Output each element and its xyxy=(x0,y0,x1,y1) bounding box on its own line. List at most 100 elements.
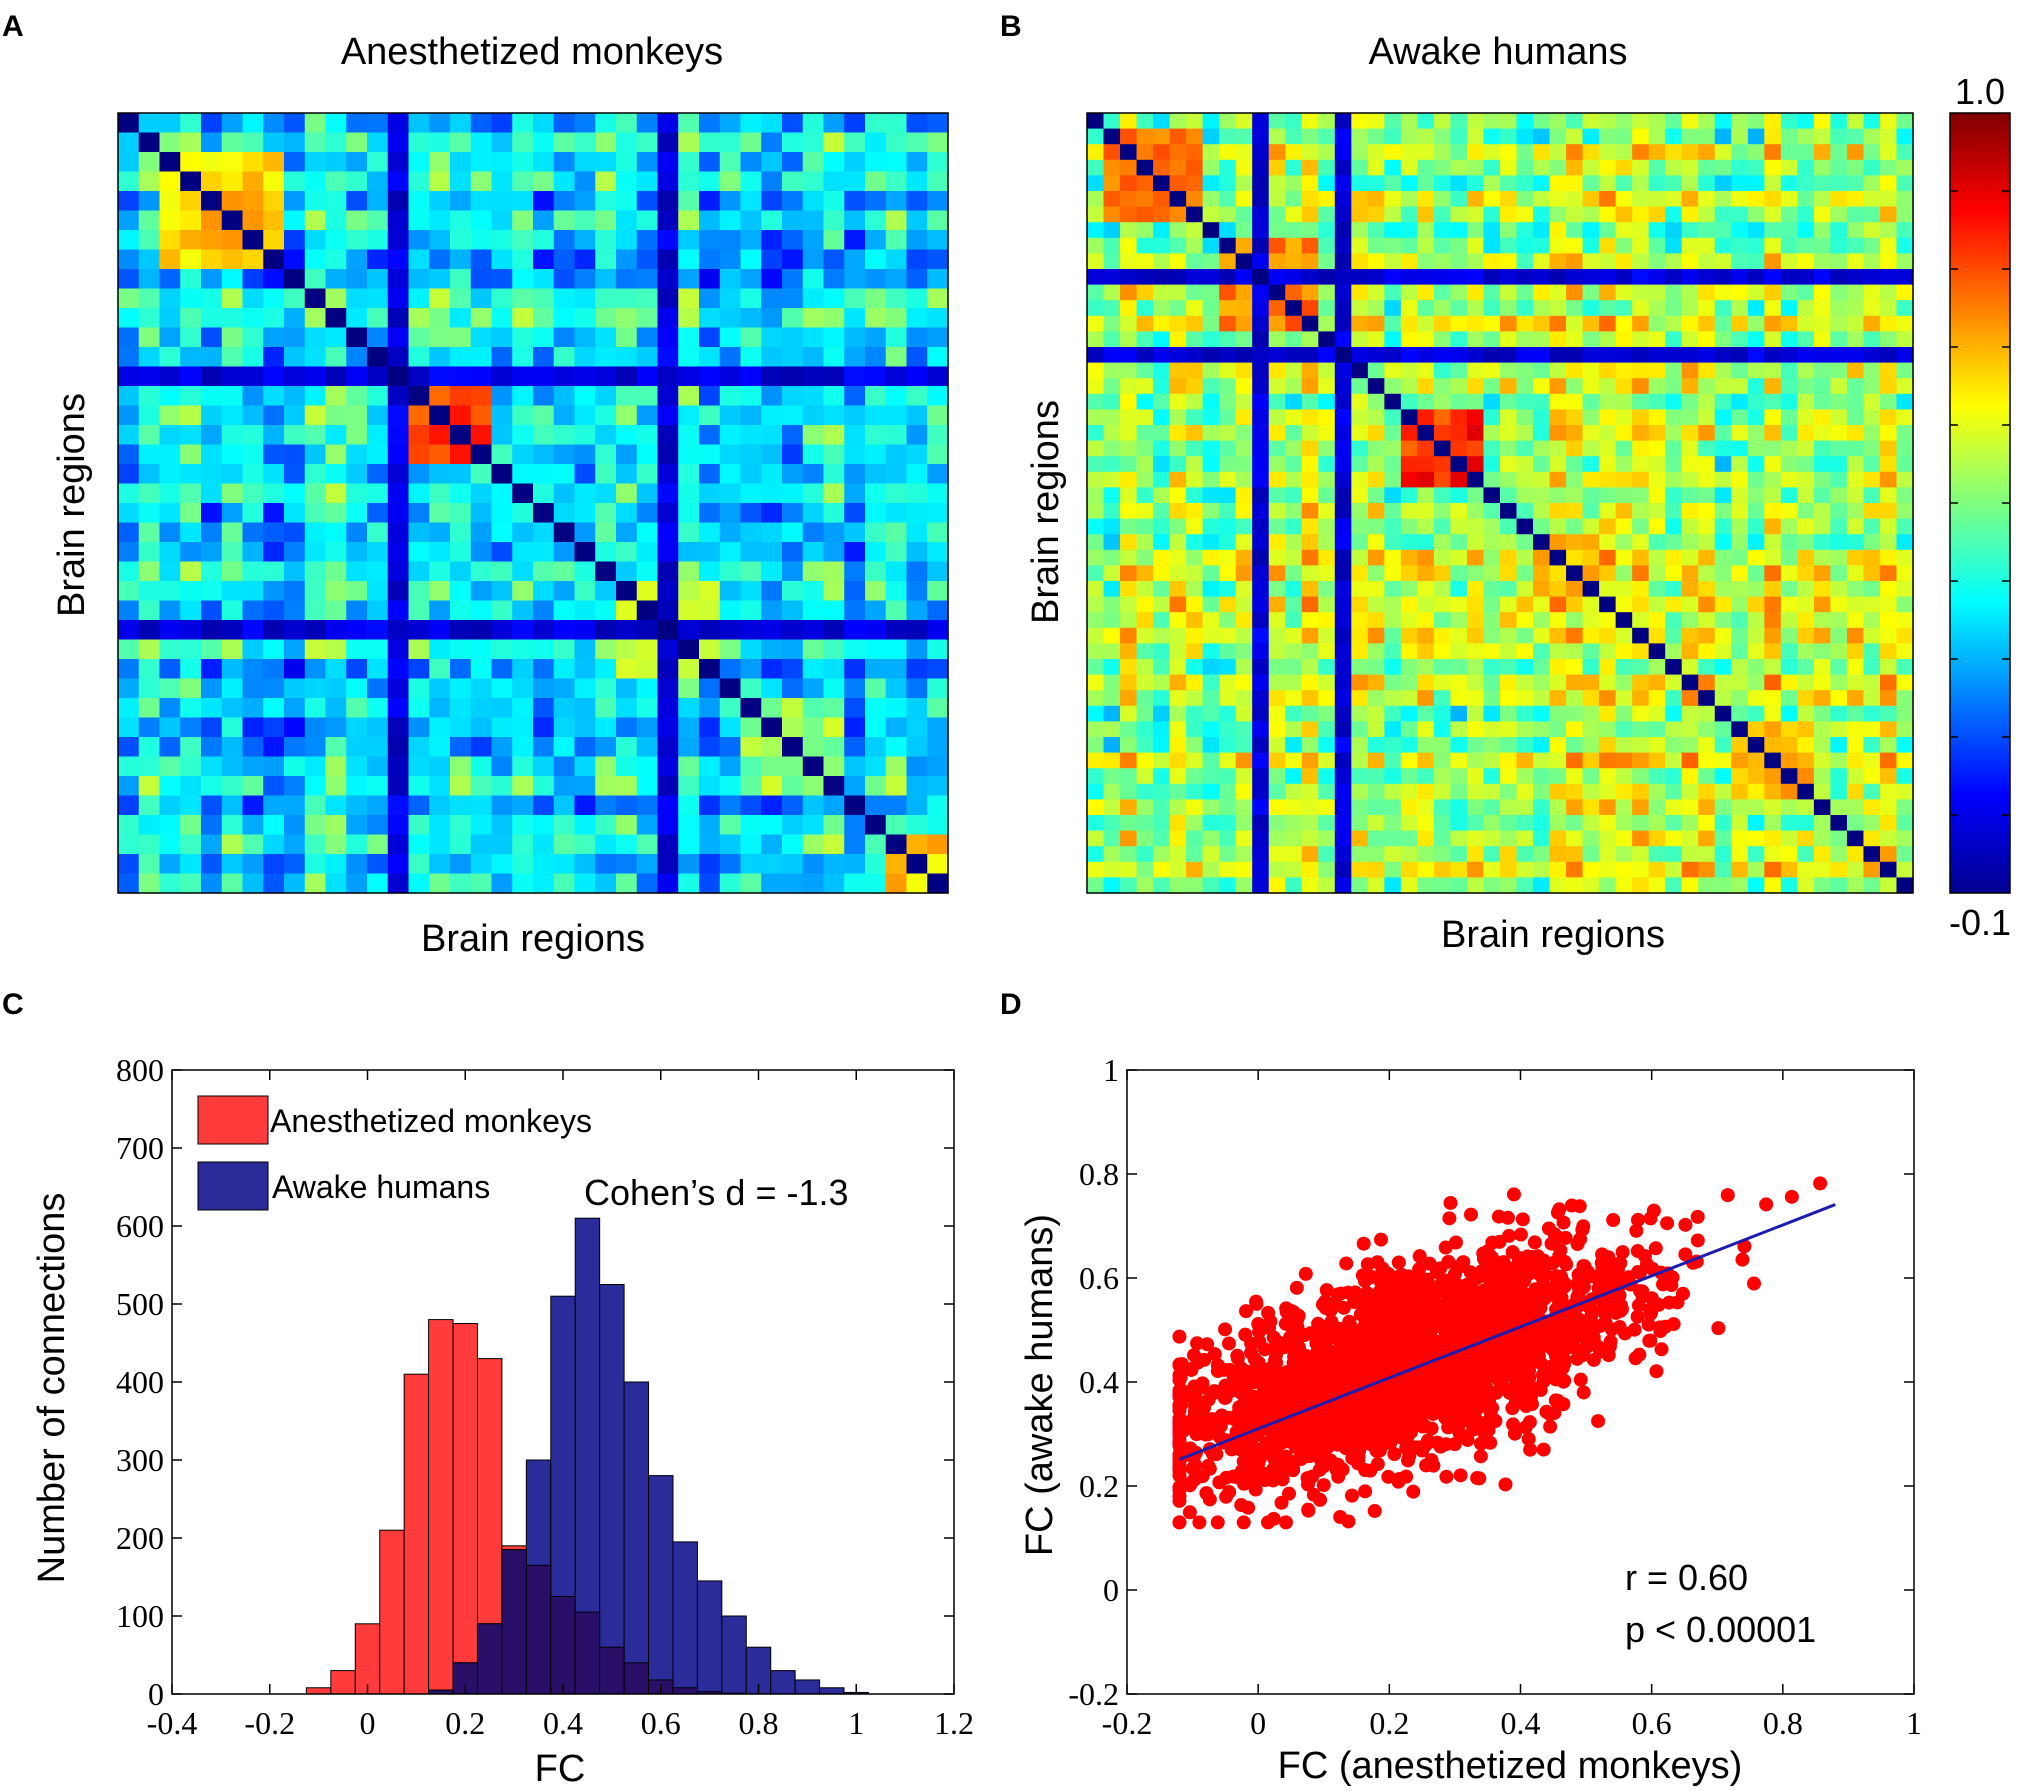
heatmap-cell xyxy=(1797,627,1815,644)
heatmap-cell xyxy=(823,347,845,368)
heatmap-cell xyxy=(1747,237,1765,254)
heatmap-cell xyxy=(1153,191,1171,208)
heatmap-cell xyxy=(553,600,576,621)
heatmap-cell xyxy=(180,503,202,524)
heatmap-cell xyxy=(429,405,451,426)
heatmap-cell xyxy=(678,483,700,504)
heatmap-cell xyxy=(574,581,596,602)
heatmap-cell xyxy=(1087,846,1105,863)
heatmap-cell xyxy=(1334,159,1352,176)
heatmap-cell xyxy=(533,308,555,329)
heatmap-cell xyxy=(699,386,721,407)
heatmap-cell xyxy=(1235,440,1253,457)
heatmap-cell xyxy=(1648,549,1666,566)
heatmap-cell xyxy=(138,834,161,855)
heatmap-cell xyxy=(657,561,679,582)
heatmap-cell xyxy=(761,308,783,329)
heatmap-cell xyxy=(1301,487,1319,504)
heatmap-cell xyxy=(118,152,140,173)
heatmap-cell xyxy=(1863,175,1881,192)
heatmap-cell xyxy=(1665,362,1683,379)
heatmap-cell xyxy=(201,152,223,173)
heatmap-cell xyxy=(574,152,596,173)
heatmap-cell xyxy=(927,464,949,485)
heatmap-cell xyxy=(201,737,223,758)
heatmap-cell xyxy=(1384,861,1402,878)
heatmap-cell xyxy=(1566,565,1584,582)
heatmap-cell xyxy=(1186,565,1204,582)
heatmap-cell xyxy=(1846,456,1865,473)
heatmap-cell xyxy=(1747,378,1765,395)
heatmap-cell xyxy=(1648,674,1666,691)
heatmap-cell xyxy=(657,639,679,660)
heatmap-cell xyxy=(1136,768,1154,785)
heatmap-cell xyxy=(387,737,410,758)
heatmap-cell xyxy=(1318,549,1336,566)
heatmap-cell xyxy=(1120,799,1138,816)
heatmap-cell xyxy=(1169,596,1187,613)
heatmap-cell xyxy=(761,366,783,387)
heatmap-cell xyxy=(1714,596,1732,613)
heatmap-cell xyxy=(1103,487,1121,504)
heatmap-cell xyxy=(906,854,928,875)
heatmap-cell xyxy=(512,210,534,231)
heatmap-cell xyxy=(844,249,866,270)
heatmap-cell xyxy=(1846,768,1865,785)
heatmap-cell xyxy=(1367,565,1385,582)
heatmap-cell xyxy=(491,132,513,153)
heatmap-cell xyxy=(885,249,908,270)
heatmap-cell xyxy=(574,698,596,719)
heatmap-cell xyxy=(1202,627,1220,644)
heatmap-cell xyxy=(1450,830,1468,847)
heatmap-cell xyxy=(1797,518,1815,535)
heatmap-cell xyxy=(367,444,389,465)
heatmap-cell xyxy=(761,854,783,875)
heatmap-cell xyxy=(699,288,721,309)
heatmap-cell xyxy=(1615,518,1633,535)
heatmap-cell xyxy=(1466,315,1485,332)
heatmap-cell xyxy=(1632,159,1650,176)
heatmap-cell xyxy=(844,152,866,173)
heatmap-cell xyxy=(284,522,306,543)
heatmap-cell xyxy=(1863,549,1881,566)
heatmap-cell xyxy=(429,756,451,777)
heatmap-cell xyxy=(1450,799,1468,816)
heatmap-cell xyxy=(1186,830,1204,847)
heatmap-cell xyxy=(284,132,306,153)
heatmap-cell xyxy=(1367,409,1385,426)
heatmap-cell xyxy=(304,756,327,777)
heatmap-cell xyxy=(1169,409,1187,426)
heatmap-cell xyxy=(802,444,825,465)
heatmap-cell xyxy=(1681,549,1699,566)
heatmap-cell xyxy=(1665,705,1683,722)
heatmap-cell xyxy=(387,386,410,407)
heatmap-cell xyxy=(1202,206,1220,223)
heatmap-cell xyxy=(1813,378,1831,395)
heatmap-cell xyxy=(346,756,368,777)
heatmap-cell xyxy=(1136,659,1154,676)
heatmap-cell xyxy=(346,854,368,875)
heatmap-cell xyxy=(1830,237,1848,254)
heatmap-cell xyxy=(1714,222,1732,239)
heatmap-cell xyxy=(844,288,866,309)
heatmap-cell xyxy=(1632,253,1650,270)
heatmap-cell xyxy=(1219,877,1237,894)
heatmap-cell xyxy=(1483,581,1501,598)
heatmap-cell xyxy=(263,503,285,524)
heatmap-cell xyxy=(616,152,638,173)
heatmap-cell xyxy=(1301,534,1319,551)
heatmap-cell xyxy=(1500,175,1518,192)
heatmap-cell xyxy=(1879,534,1898,551)
heatmap-cell xyxy=(1648,612,1666,629)
heatmap-cell xyxy=(1780,830,1798,847)
heatmap-cell xyxy=(927,522,949,543)
heatmap-cell xyxy=(740,815,762,836)
heatmap-cell xyxy=(1450,643,1468,660)
heatmap-cell xyxy=(865,308,887,329)
heatmap-cell xyxy=(346,737,368,758)
heatmap-cell xyxy=(1681,518,1699,535)
heatmap-cell xyxy=(325,405,347,426)
heatmap-cell xyxy=(1780,362,1798,379)
heatmap-cell xyxy=(616,288,638,309)
heatmap-cell xyxy=(885,834,908,855)
